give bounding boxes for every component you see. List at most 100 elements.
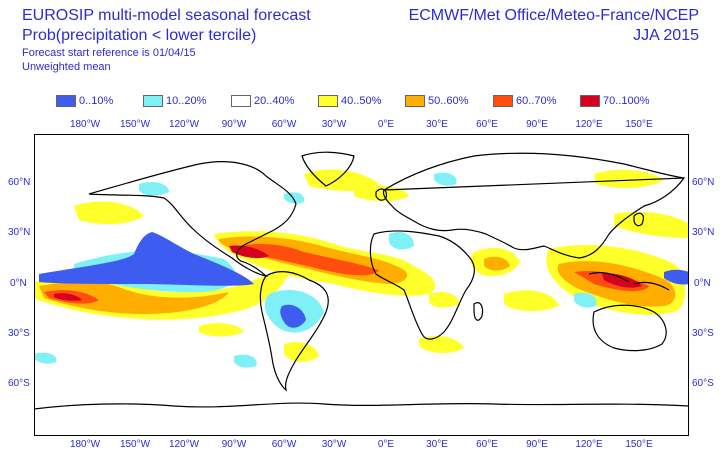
coast-australia [592, 304, 667, 352]
shade-10-20 [34, 352, 57, 364]
lon-label: 0°E [377, 439, 395, 450]
lat-label: 30°N [692, 227, 715, 238]
legend-swatch [231, 95, 251, 107]
lon-label: 60°E [476, 119, 498, 130]
shade-0-10 [280, 304, 306, 328]
shade-0-10 [39, 232, 254, 286]
shade-70-100 [54, 293, 82, 301]
lat-label: 60°S [8, 378, 30, 389]
lon-label: 180°W [69, 439, 101, 450]
legend: 0..10% 10..20% 20..40% 40..50% 50..60% 6… [0, 94, 723, 108]
legend-label: 70..100% [603, 95, 650, 107]
legend-swatch [580, 95, 600, 107]
legend-item: 50..60% [405, 94, 468, 108]
lon-label: 150°W [119, 119, 151, 130]
shade-40-50 [419, 335, 464, 354]
shade-0-10 [664, 269, 689, 285]
coast-south-america [259, 271, 329, 392]
lon-label: 60°W [271, 439, 297, 450]
legend-swatch [493, 95, 513, 107]
coast-greenland [301, 151, 355, 187]
legend-item: 40..50% [318, 94, 381, 108]
mean-type: Unweighted mean [22, 61, 111, 73]
shade-40-50 [614, 212, 689, 238]
lon-label: 180°W [69, 119, 101, 130]
lat-label: 60°S [692, 378, 714, 389]
coastlines [34, 151, 689, 410]
legend-item: 20..40% [231, 94, 294, 108]
coast-eurasia [382, 152, 686, 259]
title-line-1: EUROSIP multi-model seasonal forecast [22, 7, 311, 24]
shade-10-20 [139, 181, 169, 196]
legend-label: 20..40% [254, 95, 295, 107]
shade-70-100 [602, 273, 642, 288]
legend-label: 0..10% [79, 95, 114, 107]
lon-label: 90°E [526, 119, 548, 130]
lat-label: 60°N [692, 177, 715, 188]
lon-label: 120°W [168, 439, 200, 450]
forecast-reference: Forecast start reference is 01/04/15 [22, 47, 196, 59]
legend-swatch [56, 95, 76, 107]
lat-label: 60°N [8, 177, 31, 188]
lon-label: 30°W [321, 439, 347, 450]
lat-label: 30°N [8, 227, 31, 238]
shade-40-50 [594, 169, 664, 189]
legend-label: 50..60% [428, 95, 469, 107]
centres-label: ECMWF/Met Office/Meteo-France/NCEP [408, 7, 699, 24]
shade-40-50 [504, 290, 559, 312]
lat-label: 30°S [8, 328, 30, 339]
shade-50-60 [484, 256, 510, 271]
legend-item: 60..70% [493, 94, 556, 108]
lon-label: 90°E [526, 439, 548, 450]
coast-africa [369, 230, 475, 340]
probability-shading [34, 169, 689, 368]
shade-10-20 [284, 192, 305, 204]
legend-swatch [405, 95, 425, 107]
lon-label: 120°E [575, 119, 603, 130]
coast-north-america [88, 161, 297, 278]
legend-label: 60..70% [516, 95, 557, 107]
lon-label: 150°E [625, 119, 653, 130]
shade-40-50 [74, 201, 144, 225]
lon-label: 30°E [426, 439, 448, 450]
lon-label: 90°W [221, 439, 247, 450]
legend-item: 70..100% [580, 94, 649, 108]
coast-antarctica [34, 402, 689, 410]
shade-10-20 [234, 354, 257, 368]
shade-10-20 [574, 292, 597, 308]
shade-50-60 [39, 281, 229, 314]
map-frame [34, 134, 689, 436]
shade-60-70 [239, 244, 379, 276]
coast-uk [375, 188, 387, 201]
shade-40-50 [429, 292, 459, 308]
lat-label: 0°N [10, 278, 27, 289]
lon-label: 60°E [476, 439, 498, 450]
shade-40-50 [199, 323, 244, 337]
title-line-2: Prob(precipitation < lower tercile) [22, 27, 257, 44]
lon-label: 60°W [271, 119, 297, 130]
lat-label: 30°S [692, 328, 714, 339]
legend-label: 40..50% [341, 95, 382, 107]
coast-japan [633, 212, 644, 227]
lon-label: 30°W [321, 119, 347, 130]
shade-40-50 [304, 169, 379, 191]
lon-label: 150°W [119, 439, 151, 450]
forecast-map [34, 134, 689, 436]
legend-item: 0..10% [56, 94, 113, 108]
lon-label: 30°E [426, 119, 448, 130]
lon-label: 0°E [377, 119, 395, 130]
legend-item: 10..20% [143, 94, 206, 108]
shade-10-20 [434, 172, 457, 186]
lon-label: 120°E [575, 439, 603, 450]
season-label: JJA 2015 [633, 27, 699, 44]
lon-label: 90°W [221, 119, 247, 130]
lon-label: 120°W [168, 119, 200, 130]
legend-swatch [143, 95, 163, 107]
coast-madagascar [473, 302, 484, 321]
lon-label: 150°E [625, 439, 653, 450]
shade-10-20 [389, 232, 414, 250]
legend-swatch [318, 95, 338, 107]
coast-indonesia [588, 272, 670, 291]
legend-label: 10..20% [166, 95, 207, 107]
lat-label: 0°N [694, 278, 711, 289]
